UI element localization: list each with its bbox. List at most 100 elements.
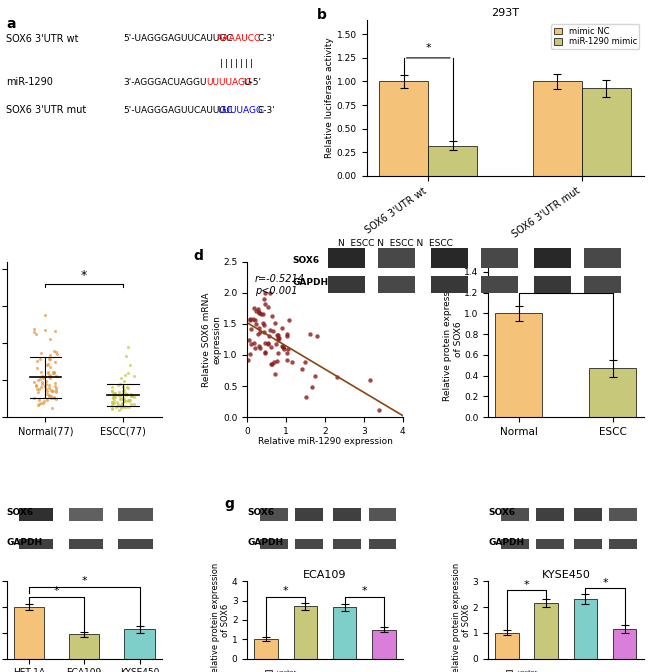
Point bbox=[115, 401, 125, 412]
Point bbox=[272, 348, 283, 359]
Point bbox=[272, 329, 282, 340]
Bar bbox=[574, 599, 597, 659]
Point bbox=[110, 392, 120, 403]
Y-axis label: Relative protein expression
of SOX6: Relative protein expression of SOX6 bbox=[443, 278, 463, 401]
Point bbox=[47, 386, 58, 396]
Point bbox=[107, 396, 118, 407]
Point bbox=[117, 398, 127, 409]
Point bbox=[42, 360, 52, 371]
Point bbox=[45, 350, 55, 361]
Y-axis label: Relative SOX6 mRNA
expression: Relative SOX6 mRNA expression bbox=[202, 292, 222, 386]
Text: d: d bbox=[193, 249, 203, 263]
Point bbox=[49, 378, 60, 388]
Point bbox=[122, 389, 132, 400]
Point bbox=[43, 368, 53, 378]
Text: *: * bbox=[81, 577, 87, 587]
Point bbox=[35, 353, 46, 364]
Point bbox=[259, 320, 269, 331]
Point bbox=[124, 402, 134, 413]
Point bbox=[49, 392, 60, 403]
Point bbox=[117, 401, 127, 411]
Point bbox=[253, 303, 263, 314]
Point bbox=[29, 326, 39, 337]
Bar bbox=[495, 313, 542, 417]
Point bbox=[249, 302, 259, 313]
Point bbox=[265, 288, 275, 299]
Point bbox=[51, 370, 61, 381]
Point bbox=[111, 388, 121, 399]
Point bbox=[45, 373, 55, 384]
Point bbox=[260, 347, 270, 358]
Point bbox=[125, 391, 136, 402]
Point bbox=[122, 382, 132, 392]
Point bbox=[108, 397, 118, 408]
Text: SOX6: SOX6 bbox=[6, 508, 34, 517]
Point bbox=[116, 399, 126, 410]
Text: *: * bbox=[81, 269, 87, 282]
Point bbox=[271, 339, 281, 349]
Text: GAPDH: GAPDH bbox=[6, 538, 43, 547]
Bar bbox=[372, 630, 396, 659]
Point bbox=[37, 376, 47, 387]
Text: |: | bbox=[220, 59, 222, 69]
Point bbox=[287, 357, 297, 368]
Point bbox=[116, 403, 126, 413]
Point bbox=[257, 308, 268, 319]
Point bbox=[129, 371, 139, 382]
Bar bbox=[69, 634, 99, 659]
Bar bbox=[573, 540, 601, 549]
Point bbox=[123, 382, 133, 393]
Point bbox=[296, 364, 307, 374]
Point bbox=[50, 380, 60, 391]
Point bbox=[116, 388, 127, 399]
Bar bbox=[260, 540, 288, 549]
Point bbox=[284, 315, 294, 326]
Point bbox=[121, 389, 131, 400]
Point bbox=[259, 288, 270, 299]
Bar bbox=[500, 540, 528, 549]
Bar bbox=[536, 509, 564, 521]
Point bbox=[282, 354, 293, 365]
Y-axis label: Relative protein expression
of SOX6: Relative protein expression of SOX6 bbox=[452, 562, 471, 672]
X-axis label: Relative miR-1290 expression: Relative miR-1290 expression bbox=[257, 437, 393, 446]
Point bbox=[36, 382, 46, 392]
Text: C-3': C-3' bbox=[257, 34, 275, 44]
Point bbox=[112, 390, 123, 401]
Bar bbox=[328, 276, 365, 293]
Text: SOX6 3'UTR mut: SOX6 3'UTR mut bbox=[6, 106, 86, 116]
Point bbox=[263, 339, 274, 349]
Point bbox=[29, 393, 40, 404]
Text: a: a bbox=[6, 17, 16, 31]
Point bbox=[244, 334, 254, 345]
Bar bbox=[379, 81, 428, 176]
Bar bbox=[534, 276, 571, 293]
Bar bbox=[333, 607, 356, 659]
Bar bbox=[431, 248, 468, 267]
Text: GAPDH: GAPDH bbox=[488, 538, 525, 547]
Point bbox=[46, 384, 57, 395]
Point bbox=[42, 385, 53, 396]
Point bbox=[110, 388, 120, 398]
Point bbox=[259, 337, 270, 348]
Point bbox=[300, 356, 310, 367]
Point bbox=[49, 392, 59, 403]
Point bbox=[267, 310, 278, 321]
Bar bbox=[584, 276, 621, 293]
Point bbox=[29, 377, 39, 388]
Point bbox=[251, 306, 261, 317]
Point bbox=[44, 383, 54, 394]
Point bbox=[114, 387, 124, 398]
Point bbox=[46, 391, 56, 402]
Bar bbox=[333, 509, 361, 521]
Point bbox=[253, 329, 263, 339]
Text: 3'-AGGGACUAGGU: 3'-AGGGACUAGGU bbox=[123, 78, 206, 87]
Point bbox=[120, 388, 131, 398]
Point bbox=[51, 349, 62, 360]
Point bbox=[42, 383, 52, 394]
Point bbox=[118, 394, 129, 405]
Point bbox=[35, 347, 46, 358]
Text: e: e bbox=[434, 249, 443, 263]
Point bbox=[113, 380, 124, 390]
Point bbox=[34, 399, 44, 410]
Bar bbox=[124, 629, 155, 659]
